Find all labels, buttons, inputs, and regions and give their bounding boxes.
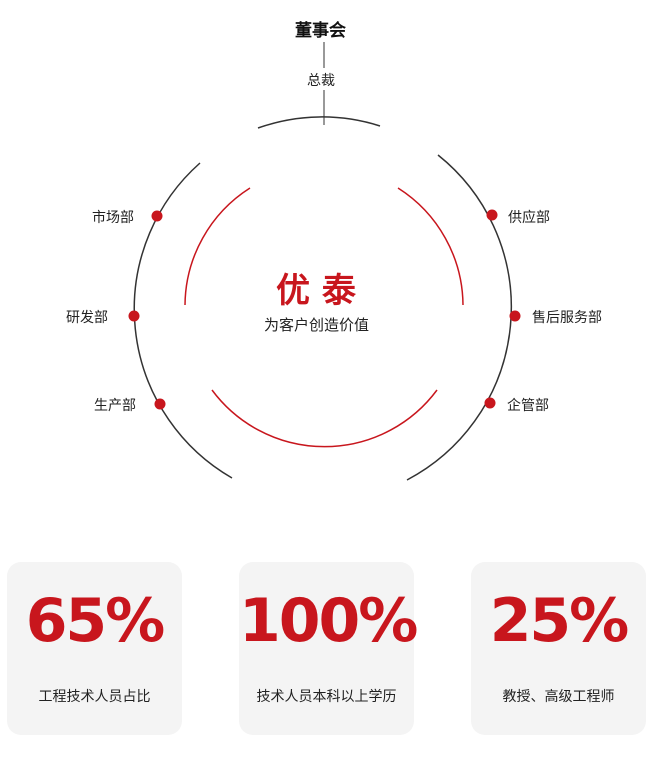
dept-dot [128, 310, 140, 322]
stat-card: 65% 工程技术人员占比 [7, 562, 182, 735]
inner-arc-top-left [184, 187, 251, 306]
inner-arc-top-right [397, 187, 464, 306]
dept-rnd: 研发部 [66, 310, 108, 326]
dept-marketing: 市场部 [92, 210, 134, 226]
org-diagram-graphics [128, 42, 521, 481]
company-name: 优 泰 [276, 271, 356, 311]
outer-arc-top [257, 116, 381, 129]
stat-label: 工程技术人员占比 [38, 689, 151, 705]
stat-card: 25% 教授、高级工程师 [471, 562, 646, 735]
dept-dot [151, 210, 163, 222]
stat-label: 教授、高级工程师 [502, 689, 615, 705]
stat-value: 25% [489, 586, 630, 656]
president-label: 总裁 [307, 73, 335, 89]
stat-label: 技术人员本科以上学历 [256, 689, 397, 705]
stat-card: 100% 技术人员本科以上学历 [239, 562, 418, 735]
dept-management: 企管部 [507, 398, 549, 414]
stat-value: 65% [25, 586, 166, 656]
inner-arc-bottom [211, 389, 438, 448]
outer-arc-left [133, 162, 233, 479]
dept-supply: 供应部 [508, 210, 550, 226]
dept-dot [486, 209, 498, 221]
outer-arc-right [406, 154, 513, 481]
dept-production: 生产部 [94, 398, 136, 414]
company-slogan: 为客户创造价值 [264, 316, 370, 334]
dept-dot [154, 398, 166, 410]
dept-dot [509, 310, 521, 322]
board-label: 董事会 [295, 21, 346, 41]
stat-value: 100% [239, 586, 418, 656]
dept-dot [484, 397, 496, 409]
dept-after-sales: 售后服务部 [532, 310, 602, 326]
